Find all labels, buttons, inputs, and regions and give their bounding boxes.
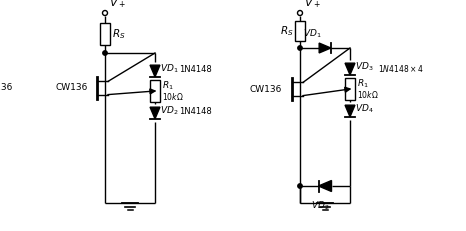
Text: $R_1$: $R_1$ xyxy=(357,78,369,90)
Text: 1N4148: 1N4148 xyxy=(179,64,212,73)
Bar xyxy=(150,80,160,102)
Bar xyxy=(295,21,305,41)
Text: $R_S$: $R_S$ xyxy=(112,27,125,41)
Polygon shape xyxy=(150,65,160,77)
Text: $VD_1$: $VD_1$ xyxy=(303,27,322,40)
Text: $10k\Omega$: $10k\Omega$ xyxy=(357,88,379,100)
Polygon shape xyxy=(345,105,355,117)
Circle shape xyxy=(298,46,302,50)
Text: $1N4148\times4$: $1N4148\times4$ xyxy=(378,64,424,75)
Text: $VD_4$: $VD_4$ xyxy=(355,103,374,115)
Polygon shape xyxy=(319,43,331,53)
Polygon shape xyxy=(345,87,350,92)
Bar xyxy=(345,78,355,100)
Polygon shape xyxy=(150,107,160,119)
Text: $VD_2$: $VD_2$ xyxy=(160,105,178,117)
Text: CW136: CW136 xyxy=(250,85,282,94)
Circle shape xyxy=(103,51,107,55)
Text: CW136: CW136 xyxy=(0,83,13,92)
Text: $V_+$: $V_+$ xyxy=(109,0,126,10)
Text: $VD_1$: $VD_1$ xyxy=(160,63,178,75)
Text: $V_+$: $V_+$ xyxy=(304,0,321,10)
Circle shape xyxy=(298,184,302,188)
Text: $VD_3$: $VD_3$ xyxy=(355,61,374,73)
Polygon shape xyxy=(150,89,155,94)
Text: $10k\Omega$: $10k\Omega$ xyxy=(162,91,184,101)
Text: $R_1$: $R_1$ xyxy=(162,80,174,92)
Text: $R_S$: $R_S$ xyxy=(280,24,294,38)
Polygon shape xyxy=(345,63,355,75)
Bar xyxy=(100,23,110,45)
Text: $VD_2$: $VD_2$ xyxy=(311,200,329,213)
Text: 1N4148: 1N4148 xyxy=(179,106,212,116)
Polygon shape xyxy=(318,180,331,191)
Text: CW136: CW136 xyxy=(55,83,88,92)
